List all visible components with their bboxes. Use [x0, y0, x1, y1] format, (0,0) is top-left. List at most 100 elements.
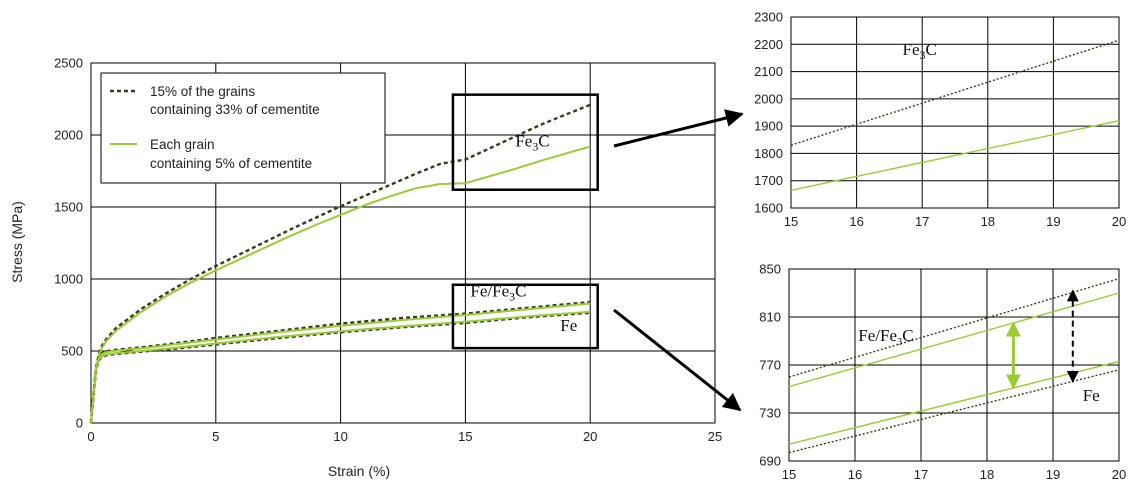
dotted-series-line [788, 277, 1120, 378]
y-tick-label: 2000 [754, 91, 783, 106]
annotation-tail: C [538, 132, 549, 151]
plot-frame [90, 62, 716, 424]
annotation-base: Fe [1083, 386, 1100, 405]
y-tick-label: 500 [61, 344, 83, 359]
box-top [451, 93, 599, 191]
annotation-base: Fe/Fe [470, 281, 509, 300]
legend-entry-1-line-1: 15% of the grains [150, 84, 255, 99]
zoom-bottom-annotations: Fe/Fe3C Fe [858, 326, 1099, 405]
dotted-series-line [89, 103, 591, 424]
annotation-base: Fe [903, 40, 920, 59]
legend-entry-2-line-2: containing 5% of cementite [150, 156, 312, 171]
zoom-top-annotations: Fe3C [903, 40, 937, 62]
y-tick-label: 810 [759, 310, 781, 325]
legend-frame [100, 72, 386, 184]
solid-series-line [90, 310, 591, 424]
solid-series-line [790, 120, 1120, 191]
connector-arrow-bottom [613, 308, 742, 412]
zoom-bottom-arrows [1005, 289, 1079, 390]
annotation-subscript: 3 [897, 337, 902, 348]
x-tick-label: 5 [212, 429, 219, 444]
zoom-bottom-tick-labels: 690 730 770 810 850 15 16 17 18 19 20 [759, 262, 1126, 483]
y-tick-label: 2000 [54, 128, 83, 143]
zoom-fe-label: Fe [1083, 386, 1100, 405]
y-tick-label: 1800 [754, 146, 783, 161]
y-tick-label: 690 [759, 454, 781, 469]
x-tick-label: 19 [1046, 467, 1060, 482]
dotted-series-line [89, 300, 591, 424]
x-tick-label: 16 [848, 467, 862, 482]
x-tick-label: 20 [583, 429, 597, 444]
y-tick-label: 1700 [754, 173, 783, 188]
x-tick-label: 20 [1112, 214, 1126, 229]
annotation-subscript: 3 [920, 48, 926, 62]
solid-series-line [788, 360, 1120, 445]
plot-frame [790, 16, 1120, 209]
zoom-fefe3c-label: Fe/Fe3C [858, 326, 913, 348]
y-tick-label: 770 [759, 358, 781, 373]
legend-entry-2-line-1: Each grain [150, 137, 215, 152]
x-tick-label: 20 [1112, 467, 1126, 482]
y-tick-label: 2500 [54, 56, 83, 71]
annotation-tail: C [925, 40, 936, 59]
annotation-tail: C [902, 326, 913, 345]
fefe3c-label: Fe/Fe3C [470, 281, 526, 303]
x-tick-label: 18 [981, 214, 995, 229]
y-axis-label: Stress (MPa) [9, 201, 25, 283]
zoom-top-series [790, 39, 1120, 191]
x-tick-label: 0 [87, 429, 94, 444]
fe-label: Fe [560, 316, 577, 335]
x-tick-label: 10 [333, 429, 347, 444]
dotted-series-line [788, 369, 1120, 454]
x-tick-label: 15 [782, 467, 796, 482]
x-tick-label: 15 [458, 429, 472, 444]
zoom-top-chart: 1600 1700 1800 1900 2000 2100 2200 2300 15 16 17 18… [754, 10, 1126, 230]
x-tick-label: 15 [784, 214, 798, 229]
connector-arrow-top [613, 109, 744, 148]
zoom-bottom-series [788, 277, 1120, 454]
main-zoom-boxes [451, 93, 599, 350]
annotation-tail: C [515, 281, 526, 300]
annotation-base: Fe [560, 316, 577, 335]
y-tick-label: 1500 [54, 200, 83, 215]
annotation-base: Fe [515, 132, 532, 151]
y-tick-label: 2200 [754, 37, 783, 52]
x-tick-label: 19 [1046, 214, 1060, 229]
zoom-top-grid [790, 16, 1120, 209]
annotation-subscript: 3 [509, 289, 515, 303]
dotted-series-line [790, 39, 1120, 146]
legend: 15% of the grains containing 33% of ceme… [100, 72, 386, 184]
zoom-fe3c-label: Fe3C [903, 40, 937, 62]
zoom-bottom-chart: 690 730 770 810 850 15 16 17 18 19 20 Fe/Fe3C Fe [759, 262, 1126, 483]
box-bottom [451, 283, 599, 350]
y-tick-label: 2100 [754, 64, 783, 79]
solid-series-line [90, 145, 591, 424]
x-tick-label: 17 [915, 214, 929, 229]
main-grid [90, 62, 716, 424]
legend-entry-1-line-2: containing 33% of cementite [150, 102, 320, 117]
x-tick-label: 25 [708, 429, 722, 444]
y-tick-label: 1900 [754, 119, 783, 134]
y-tick-label: 850 [759, 262, 781, 277]
annotation-subscript: 3 [532, 140, 538, 154]
main-series [89, 103, 591, 424]
x-tick-label: 18 [980, 467, 994, 482]
plot-frame [788, 268, 1120, 462]
y-tick-label: 1600 [754, 201, 783, 216]
x-tick-label: 16 [849, 214, 863, 229]
y-tick-label: 1000 [54, 272, 83, 287]
solid-series-line [788, 292, 1120, 388]
fe3c-label: Fe3C [515, 132, 549, 154]
y-tick-label: 2300 [754, 10, 783, 25]
zoom-bottom-grid [788, 268, 1120, 462]
main-tick-labels: 0 500 1000 1500 2000 2500 0 5 10 15 20 25 [54, 56, 722, 445]
x-axis-label: Strain (%) [328, 463, 390, 479]
x-tick-label: 17 [914, 467, 928, 482]
zoom-top-tick-labels: 1600 1700 1800 1900 2000 2100 2200 2300 15 16 17 18… [754, 10, 1126, 230]
y-tick-label: 730 [759, 406, 781, 421]
annotation-base: Fe/Fe [858, 326, 897, 345]
y-tick-label: 0 [76, 416, 83, 431]
